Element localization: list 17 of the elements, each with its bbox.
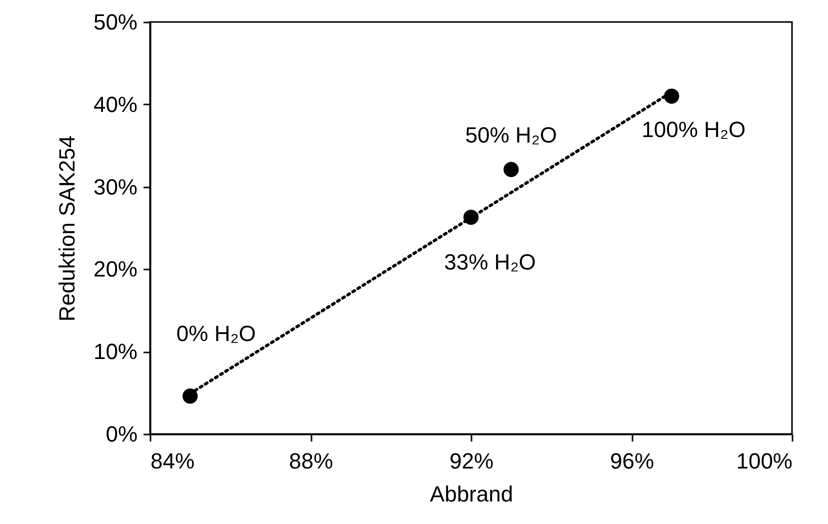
y-tick-label: 50%	[93, 10, 138, 34]
x-tick-label: 84%	[150, 448, 195, 474]
x-tick-label: 96%	[610, 448, 654, 474]
x-tick-label: 100%	[736, 448, 792, 474]
y-tick-label: 40%	[93, 92, 138, 117]
x-tick-label: 88%	[288, 448, 334, 474]
y-tick-label: 20%	[93, 256, 138, 282]
x-axis-title: Abbrand	[430, 482, 514, 506]
annotation: 100% H₂O	[642, 117, 746, 142]
y-tick-label: 10%	[93, 339, 138, 364]
y-axis-title: Reduktion SAK254	[54, 136, 80, 322]
annotation: 50% H₂O	[465, 122, 557, 148]
y-tick-label: 30%	[93, 174, 138, 200]
x-tick-label: 92%	[449, 448, 494, 474]
y-tick-label: 0%	[106, 422, 138, 446]
annotation: 33% H₂O	[444, 249, 536, 274]
annotation: 0% H₂O	[176, 321, 256, 346]
